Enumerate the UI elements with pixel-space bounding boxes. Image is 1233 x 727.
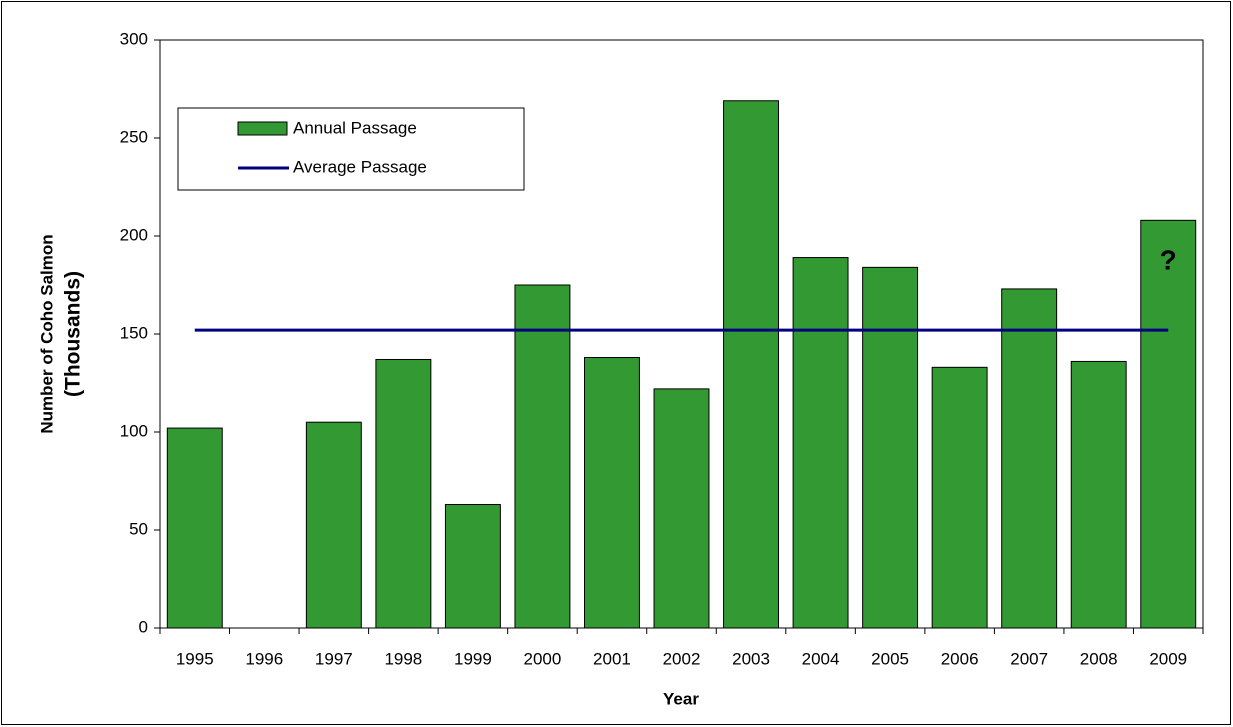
bar <box>1140 219 1197 629</box>
bar <box>1001 288 1058 629</box>
x-tick-label: 2004 <box>802 649 840 668</box>
x-tick-label: 1996 <box>245 649 283 668</box>
x-tick-label: 2009 <box>1149 649 1187 668</box>
x-tick-label: 2005 <box>871 649 909 668</box>
x-tick-label: 1998 <box>384 649 422 668</box>
x-tick-label: 2007 <box>1010 649 1048 668</box>
x-axis-title: Year <box>663 689 699 708</box>
annotation: ? <box>1160 244 1177 275</box>
x-tick-label: 1997 <box>315 649 353 668</box>
y-tick-label: 50 <box>129 519 148 538</box>
y-tick-label: 200 <box>120 225 148 244</box>
x-tick-label: 2006 <box>941 649 979 668</box>
bar <box>653 388 710 629</box>
bar <box>931 366 988 629</box>
legend-label: Average Passage <box>293 157 427 176</box>
bar <box>166 427 223 629</box>
bar <box>444 504 501 629</box>
x-tick-label: 2000 <box>524 649 562 668</box>
y-tick-label: 250 <box>120 127 148 146</box>
x-tick-label: 1999 <box>454 649 492 668</box>
bar <box>375 358 432 629</box>
x-tick-label: 2008 <box>1080 649 1118 668</box>
x-tick-label: 2001 <box>593 649 631 668</box>
legend-box <box>177 107 525 191</box>
y-axis-title: Number of Coho Salmon <box>37 234 56 433</box>
y-tick-label: 100 <box>120 421 148 440</box>
legend-swatch <box>237 121 288 136</box>
x-tick-label: 2003 <box>732 649 770 668</box>
x-tick-label: 2002 <box>663 649 701 668</box>
bar <box>723 100 779 629</box>
y-tick-label: 0 <box>139 617 148 636</box>
y-axis-unit: (Thousands) <box>62 271 85 397</box>
legend-label: Annual Passage <box>293 118 417 137</box>
y-tick-label: 300 <box>120 29 148 48</box>
bar <box>862 266 919 629</box>
bar <box>584 357 640 629</box>
bar <box>514 284 571 629</box>
x-tick-label: 1995 <box>176 649 214 668</box>
bar <box>792 257 849 629</box>
bar <box>1070 360 1127 629</box>
y-tick-label: 150 <box>120 323 148 342</box>
bar <box>305 421 362 629</box>
